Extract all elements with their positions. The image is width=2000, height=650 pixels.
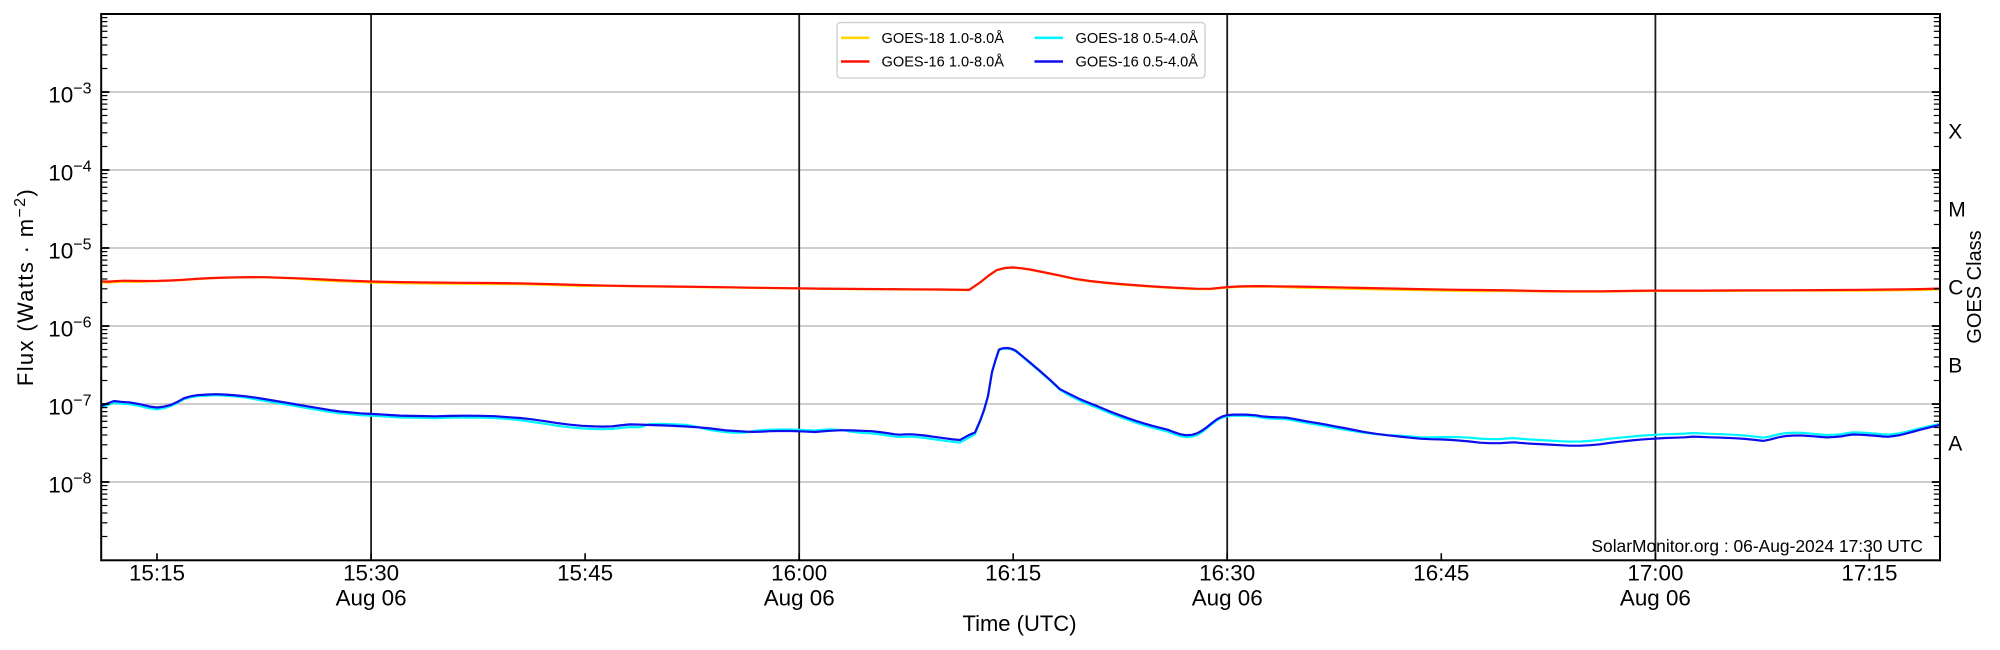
svg-text:16:30: 16:30	[1199, 561, 1255, 586]
svg-text:10−4: 10−4	[48, 159, 91, 186]
svg-text:GOES-18 1.0-8.0Å: GOES-18 1.0-8.0Å	[882, 30, 1005, 47]
svg-text:Aug 06: Aug 06	[1620, 586, 1691, 611]
svg-text:16:00: 16:00	[771, 561, 827, 586]
svg-text:16:15: 16:15	[985, 561, 1041, 586]
svg-text:GOES-16 0.5-4.0Å: GOES-16 0.5-4.0Å	[1076, 54, 1199, 71]
svg-text:B: B	[1948, 355, 1962, 378]
svg-text:10−3: 10−3	[48, 81, 91, 108]
svg-text:GOES-18 0.5-4.0Å: GOES-18 0.5-4.0Å	[1076, 30, 1199, 47]
svg-text:C: C	[1948, 277, 1963, 300]
svg-text:15:30: 15:30	[343, 561, 399, 586]
svg-text:15:45: 15:45	[557, 561, 613, 586]
svg-text:16:45: 16:45	[1413, 561, 1469, 586]
svg-text:GOES-16 1.0-8.0Å: GOES-16 1.0-8.0Å	[882, 54, 1005, 71]
svg-text:17:15: 17:15	[1841, 561, 1897, 586]
svg-text:GOES Class: GOES Class	[1964, 230, 1986, 343]
svg-text:SolarMonitor.org : 06-Aug-2024: SolarMonitor.org : 06-Aug-2024 17:30 UTC	[1591, 536, 1923, 556]
svg-text:Aug 06: Aug 06	[1192, 586, 1263, 611]
svg-text:M: M	[1948, 199, 1966, 222]
svg-text:15:15: 15:15	[129, 561, 185, 586]
svg-text:17:00: 17:00	[1627, 561, 1683, 586]
svg-text:Aug 06: Aug 06	[336, 586, 407, 611]
svg-text:Time (UTC): Time (UTC)	[962, 611, 1076, 636]
svg-text:Aug 06: Aug 06	[764, 586, 835, 611]
svg-text:Flux (Watts · m−2): Flux (Watts · m−2)	[12, 188, 38, 386]
svg-text:X: X	[1948, 121, 1962, 144]
svg-text:A: A	[1948, 433, 1962, 456]
svg-text:10−6: 10−6	[48, 315, 91, 342]
